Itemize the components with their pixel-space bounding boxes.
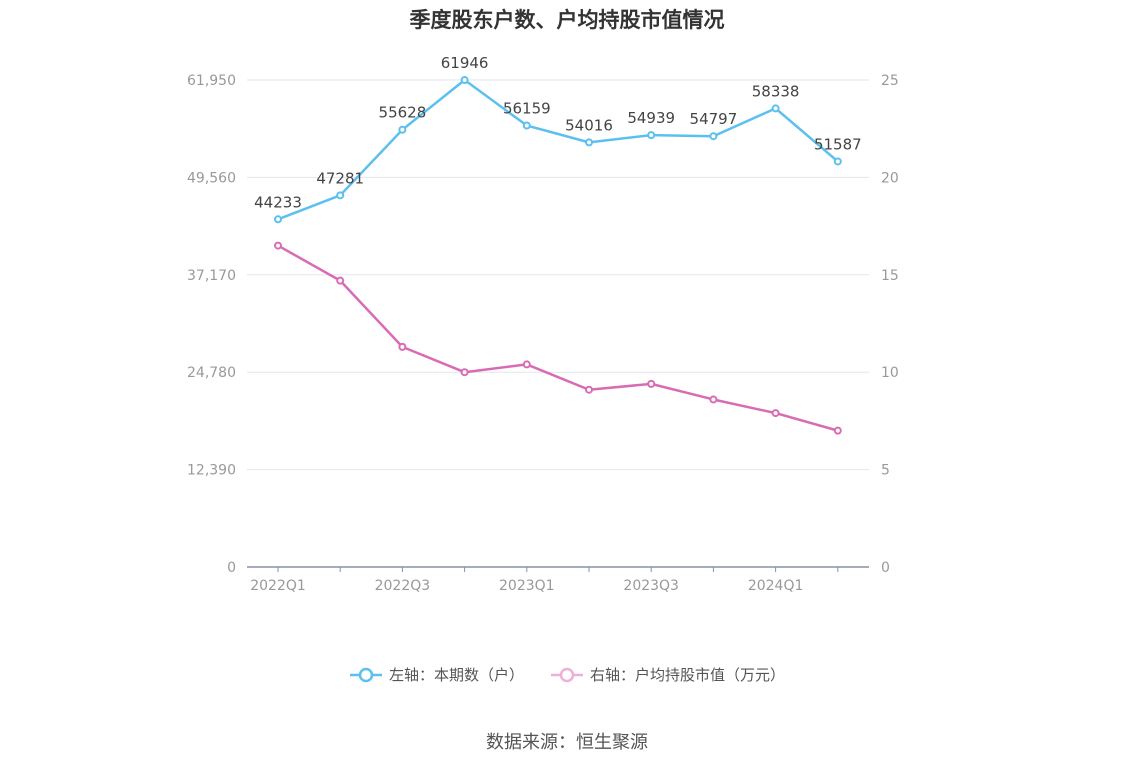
grid-lines	[247, 79, 869, 471]
data-point-avg-value	[585, 385, 593, 394]
x-axis-tick-label: 2023Q1	[499, 578, 555, 594]
data-point-shareholders	[274, 215, 282, 224]
left-axis-tick-label: 37,170	[187, 268, 236, 284]
right-axis-tick-label: 10	[881, 365, 899, 381]
series-lines	[274, 76, 842, 435]
data-label: 51587	[814, 135, 862, 153]
data-point-shareholders	[833, 157, 842, 166]
series-line-shareholders	[277, 78, 839, 221]
data-label: 54939	[627, 109, 675, 127]
right-axis-tick-label: 25	[881, 73, 899, 89]
x-axis-tick-label: 2023Q3	[623, 578, 679, 594]
left-axis-tick-label: 49,560	[187, 170, 236, 186]
data-label: 61946	[441, 54, 489, 72]
legend: 左轴：本期数（户） 右轴：户均持股市值（万元）	[0, 664, 1134, 685]
data-point-avg-value	[709, 395, 718, 404]
data-label: 55628	[379, 104, 427, 122]
x-axis-tick-label: 2022Q1	[250, 578, 306, 594]
data-labels: 44233 47281 55628 61946 56159 54016 54939 54797…	[254, 54, 862, 211]
data-label: 44233	[254, 193, 302, 211]
data-label: 54016	[565, 116, 613, 134]
data-label: 54797	[690, 110, 738, 128]
data-point-shareholders	[709, 132, 718, 141]
data-source: 数据来源：恒生聚源	[486, 732, 648, 753]
right-axis-tick-label: 20	[881, 170, 899, 186]
data-point-avg-value	[522, 360, 531, 369]
legend-item-right-axis[interactable]: 右轴：户均持股市值（万元）	[550, 664, 785, 685]
data-label: 47281	[316, 169, 364, 187]
right-axis-tick-label: 5	[881, 463, 890, 479]
left-axis-tick-label: 24,780	[187, 365, 236, 381]
right-axis-tick-label: 15	[881, 268, 899, 284]
data-point-avg-value	[274, 241, 282, 250]
left-axis-tick-label: 12,390	[187, 463, 236, 479]
right-axis-tick-label: 0	[881, 560, 890, 576]
left-axis-tick-label: 0	[227, 560, 236, 576]
legend-circle-icon-blue	[349, 667, 382, 682]
x-axis-tick-label: 2022Q3	[375, 578, 431, 594]
legend-label-right: 右轴：户均持股市值（万元）	[590, 666, 786, 684]
data-point-shareholders	[336, 191, 345, 200]
legend-item-left-axis[interactable]: 左轴：本期数（户）	[349, 664, 524, 685]
legend-label-left: 左轴：本期数（户）	[388, 666, 524, 684]
data-point-shareholders	[522, 121, 531, 130]
x-axis-tick-label: 2024Q1	[748, 578, 804, 594]
legend-circle-icon-pink	[551, 667, 583, 682]
data-point-shareholders	[398, 125, 407, 134]
series-line-avg-value	[277, 244, 839, 432]
data-label: 58338	[752, 82, 800, 100]
data-point-shareholders	[647, 131, 656, 140]
data-point-shareholders	[460, 76, 469, 85]
line-chart: 012,39024,78037,17049,56061,950051015202…	[187, 54, 899, 594]
chart-title: 季度股东户数、户均持股市值情况	[409, 8, 725, 32]
left-axis-tick-label: 61,950	[187, 73, 236, 89]
data-point-avg-value	[460, 368, 469, 377]
data-point-avg-value	[398, 342, 407, 351]
axes: 012,39024,78037,17049,56061,950051015202…	[187, 73, 899, 594]
data-point-avg-value	[771, 409, 780, 418]
data-point-shareholders	[585, 138, 593, 147]
data-label: 56159	[503, 100, 551, 118]
data-point-avg-value	[833, 426, 842, 435]
data-point-shareholders	[771, 104, 780, 113]
data-point-avg-value	[336, 276, 345, 285]
data-point-avg-value	[647, 379, 656, 388]
